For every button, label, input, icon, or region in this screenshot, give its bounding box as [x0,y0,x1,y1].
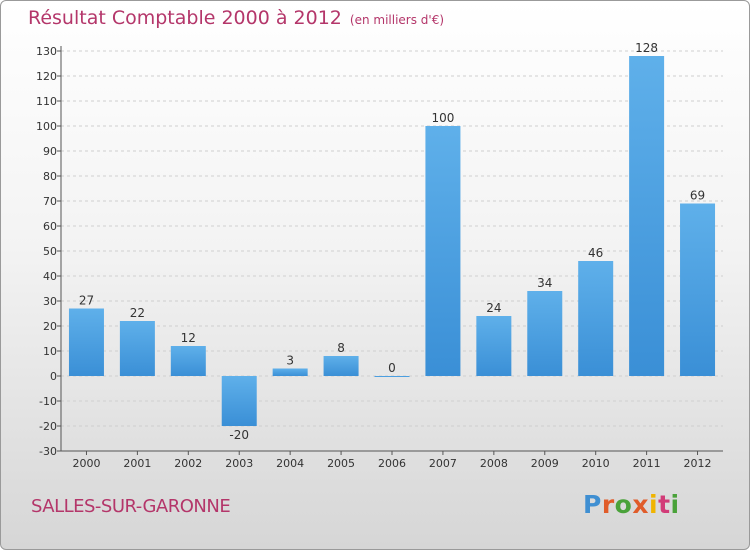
y-tick-label: 30 [43,295,57,308]
value-label-2002: 12 [181,331,196,345]
value-label-2001: 22 [130,306,145,320]
x-tick-label-2010: 2010 [582,457,610,470]
value-label-2011: 128 [635,41,658,55]
value-label-2006: 0 [388,361,396,375]
y-tick-label: 40 [43,270,57,283]
y-tick-label: 90 [43,145,57,158]
value-label-2008: 24 [486,301,501,315]
x-tick-label-2009: 2009 [531,457,559,470]
y-tick-label: -10 [39,395,57,408]
chart-title-text: Résultat Comptable 2000 à 2012 [28,7,342,29]
y-tick-label: 0 [50,370,57,383]
x-tick-label-2000: 2000 [72,457,100,470]
chart-title: Résultat Comptable 2000 à 2012 (en millie… [28,7,444,29]
bar-2011 [629,56,665,376]
x-tick-label-2003: 2003 [225,457,253,470]
bar-2002 [170,346,206,376]
y-tick-label: 120 [36,70,57,83]
y-tick-label: 70 [43,195,57,208]
bar-2000 [68,308,104,376]
y-tick-label: 130 [36,45,57,58]
value-label-2003: -20 [229,428,249,442]
y-tick-label: 20 [43,320,57,333]
x-tick-label-2006: 2006 [378,457,406,470]
x-tick-label-2004: 2004 [276,457,304,470]
bar-2003 [221,376,257,426]
value-label-2004: 3 [286,354,294,368]
value-label-2010: 46 [588,246,603,260]
y-tick-label: 80 [43,170,57,183]
y-tick-label: 50 [43,245,57,258]
bar-2007 [425,126,461,376]
value-label-2000: 27 [79,294,94,308]
bar-2012 [680,203,716,376]
bar-2005 [323,356,359,376]
bar-2008 [476,316,512,376]
proxiti-logo: Proxiti [583,490,680,519]
y-tick-label: 10 [43,345,57,358]
value-label-2009: 34 [537,276,552,290]
value-label-2007: 100 [431,111,454,125]
value-label-2012: 69 [690,189,705,203]
x-tick-label-2005: 2005 [327,457,355,470]
bar-2006 [374,376,410,377]
x-tick-label-2002: 2002 [174,457,202,470]
x-tick-label-2007: 2007 [429,457,457,470]
x-tick-label-2008: 2008 [480,457,508,470]
x-tick-label-2011: 2011 [633,457,661,470]
bar-2009 [527,291,563,376]
town-name: SALLES-SUR-GARONNE [31,496,231,517]
y-tick-label: 100 [36,120,57,133]
x-tick-label-2001: 2001 [123,457,151,470]
y-tick-label: 110 [36,95,57,108]
x-tick-label-2012: 2012 [684,457,712,470]
bar-2001 [119,321,155,376]
y-tick-label: 60 [43,220,57,233]
y-tick-label: -20 [39,420,57,433]
chart-unit: (en milliers d'€) [349,13,445,27]
bar-2004 [272,368,308,376]
y-tick-label: -30 [39,445,57,458]
bar-2010 [578,261,614,376]
value-label-2005: 8 [337,341,345,355]
